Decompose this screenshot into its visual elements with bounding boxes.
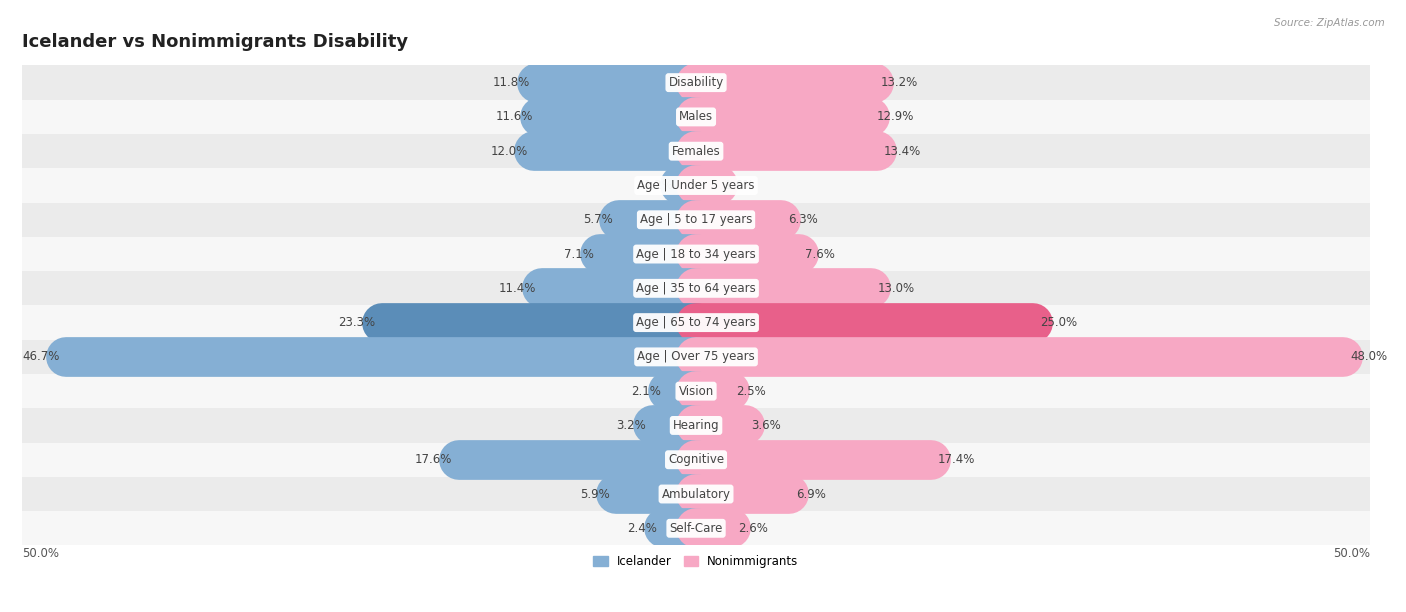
Text: Ambulatory: Ambulatory bbox=[662, 488, 731, 501]
Bar bbox=[540, 108, 696, 126]
Bar bbox=[696, 314, 1033, 332]
Bar bbox=[681, 177, 696, 195]
Text: Age | 35 to 64 years: Age | 35 to 64 years bbox=[636, 282, 756, 295]
Text: Hearing: Hearing bbox=[672, 419, 720, 432]
Text: 2.4%: 2.4% bbox=[627, 522, 657, 535]
Bar bbox=[22, 408, 1371, 442]
Text: Self-Care: Self-Care bbox=[669, 522, 723, 535]
Text: Icelander vs Nonimmigrants Disability: Icelander vs Nonimmigrants Disability bbox=[22, 33, 408, 51]
Bar bbox=[22, 374, 1371, 408]
Bar bbox=[22, 65, 1371, 100]
Text: 3.6%: 3.6% bbox=[751, 419, 782, 432]
Text: Disability: Disability bbox=[668, 76, 724, 89]
Text: 7.6%: 7.6% bbox=[806, 247, 835, 261]
Text: 25.0%: 25.0% bbox=[1040, 316, 1077, 329]
Text: Vision: Vision bbox=[679, 385, 714, 398]
Text: 1.2%: 1.2% bbox=[644, 179, 673, 192]
Text: Age | Under 5 years: Age | Under 5 years bbox=[637, 179, 755, 192]
Bar bbox=[696, 108, 870, 126]
Text: 11.6%: 11.6% bbox=[495, 110, 533, 124]
Bar bbox=[22, 271, 1371, 305]
Bar bbox=[696, 382, 730, 400]
Text: 23.3%: 23.3% bbox=[337, 316, 375, 329]
Bar bbox=[696, 520, 731, 537]
Text: 13.4%: 13.4% bbox=[883, 144, 921, 158]
Bar bbox=[22, 168, 1371, 203]
Text: 6.3%: 6.3% bbox=[787, 213, 817, 226]
Bar bbox=[22, 340, 1371, 374]
Bar bbox=[696, 73, 875, 92]
Bar bbox=[22, 511, 1371, 545]
Text: Age | 65 to 74 years: Age | 65 to 74 years bbox=[636, 316, 756, 329]
Bar bbox=[22, 134, 1371, 168]
Text: Age | 18 to 34 years: Age | 18 to 34 years bbox=[636, 247, 756, 261]
Bar bbox=[696, 245, 799, 263]
Text: 1.6%: 1.6% bbox=[724, 179, 754, 192]
Text: 7.1%: 7.1% bbox=[564, 247, 593, 261]
Text: 5.9%: 5.9% bbox=[581, 488, 610, 501]
Text: 3.2%: 3.2% bbox=[616, 419, 647, 432]
Bar bbox=[534, 142, 696, 160]
Bar bbox=[696, 451, 931, 469]
Text: 50.0%: 50.0% bbox=[22, 547, 59, 560]
Text: 2.6%: 2.6% bbox=[738, 522, 768, 535]
Text: 6.9%: 6.9% bbox=[796, 488, 825, 501]
Bar bbox=[696, 177, 717, 195]
Text: Males: Males bbox=[679, 110, 713, 124]
Bar bbox=[22, 100, 1371, 134]
Text: 48.0%: 48.0% bbox=[1350, 351, 1388, 364]
Bar bbox=[66, 348, 696, 366]
Bar bbox=[22, 203, 1371, 237]
Text: Cognitive: Cognitive bbox=[668, 453, 724, 466]
Text: 2.5%: 2.5% bbox=[737, 385, 766, 398]
Text: Age | Over 75 years: Age | Over 75 years bbox=[637, 351, 755, 364]
Bar bbox=[696, 485, 789, 503]
Legend: Icelander, Nonimmigrants: Icelander, Nonimmigrants bbox=[589, 551, 803, 573]
Text: 11.4%: 11.4% bbox=[498, 282, 536, 295]
Text: 12.9%: 12.9% bbox=[877, 110, 914, 124]
Bar bbox=[664, 520, 696, 537]
Bar bbox=[696, 142, 877, 160]
Bar bbox=[696, 211, 780, 229]
Text: 11.8%: 11.8% bbox=[494, 76, 530, 89]
Bar bbox=[619, 211, 696, 229]
Bar bbox=[458, 451, 696, 469]
Text: Females: Females bbox=[672, 144, 720, 158]
Bar bbox=[537, 73, 696, 92]
Text: Source: ZipAtlas.com: Source: ZipAtlas.com bbox=[1274, 18, 1385, 28]
Bar bbox=[382, 314, 696, 332]
Bar bbox=[22, 477, 1371, 511]
Text: Age | 5 to 17 years: Age | 5 to 17 years bbox=[640, 213, 752, 226]
Bar bbox=[696, 348, 1343, 366]
Bar bbox=[22, 305, 1371, 340]
Bar bbox=[600, 245, 696, 263]
Bar bbox=[616, 485, 696, 503]
Text: 46.7%: 46.7% bbox=[22, 351, 59, 364]
Text: 17.4%: 17.4% bbox=[938, 453, 974, 466]
Text: 2.1%: 2.1% bbox=[631, 385, 661, 398]
Text: 17.6%: 17.6% bbox=[415, 453, 451, 466]
Bar bbox=[22, 237, 1371, 271]
Text: 13.0%: 13.0% bbox=[879, 282, 915, 295]
Text: 5.7%: 5.7% bbox=[582, 213, 613, 226]
Bar bbox=[696, 417, 745, 435]
Bar bbox=[668, 382, 696, 400]
Text: 13.2%: 13.2% bbox=[880, 76, 918, 89]
Bar bbox=[22, 442, 1371, 477]
Bar bbox=[652, 417, 696, 435]
Text: 12.0%: 12.0% bbox=[491, 144, 527, 158]
Text: 50.0%: 50.0% bbox=[1333, 547, 1371, 560]
Bar bbox=[543, 280, 696, 297]
Bar bbox=[696, 280, 872, 297]
